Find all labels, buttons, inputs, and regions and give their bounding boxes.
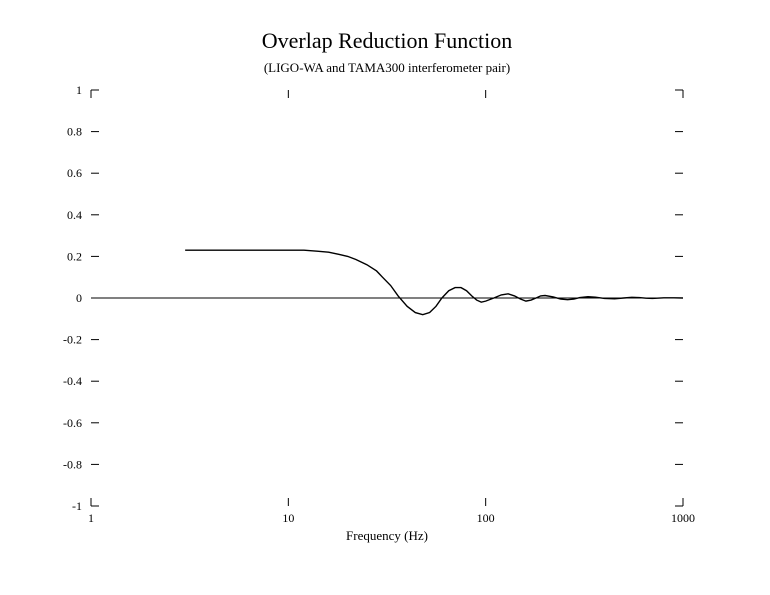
y-tick-label: 0.4 bbox=[67, 208, 82, 222]
y-tick-label: -0.8 bbox=[63, 457, 82, 471]
y-tick-label: 0.6 bbox=[67, 166, 82, 180]
y-tick-label: -0.6 bbox=[63, 416, 82, 430]
x-tick-label: 10 bbox=[282, 511, 294, 525]
y-tick-label: 0.8 bbox=[67, 125, 82, 139]
y-tick-label: -0.2 bbox=[63, 333, 82, 347]
x-tick-label: 1 bbox=[88, 511, 94, 525]
x-axis-label: Frequency (Hz) bbox=[346, 528, 428, 543]
x-tick-label: 1000 bbox=[671, 511, 695, 525]
data-series bbox=[185, 249, 684, 316]
axis-ticks: 1 0.8 0.6 0.4 0.2 0 -0.2 -0.4 -0.6 -0.8 -1 1 10 100 10… bbox=[63, 83, 695, 525]
chart-subtitle: (LIGO-WA and TAMA300 interferometer pair… bbox=[264, 60, 510, 75]
chart-title: Overlap Reduction Function bbox=[262, 28, 513, 53]
overlap-reduction-line bbox=[185, 249, 684, 316]
x-tick-label: 100 bbox=[477, 511, 495, 525]
y-tick-label: 0.2 bbox=[67, 249, 82, 263]
y-tick-label: -1 bbox=[72, 499, 82, 513]
y-tick-label: -0.4 bbox=[63, 374, 82, 388]
y-tick-label: 1 bbox=[76, 83, 82, 97]
y-tick-label: 0 bbox=[76, 291, 82, 305]
